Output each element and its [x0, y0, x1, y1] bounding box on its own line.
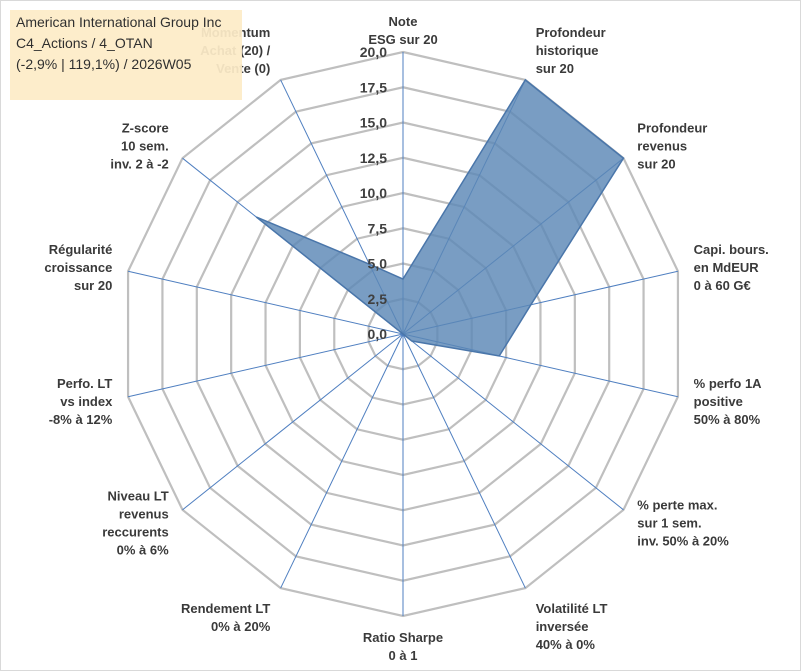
axis-labels: Note ESG sur 20 Profondeur historique sur 20…: [44, 14, 768, 663]
radar-series: [255, 78, 625, 357]
tick-label: 5,0: [368, 256, 388, 272]
tick-label: 12,5: [360, 150, 387, 166]
tick-label: 15,0: [360, 115, 387, 131]
axis-label: Volatilité LT inversée 40% à 0%: [536, 601, 608, 652]
series-score-area: [255, 78, 625, 357]
tick-label: 0,0: [368, 326, 388, 342]
axis-spoke: [127, 270, 404, 335]
axis-label: Note ESG sur 20: [368, 14, 437, 47]
tick-label: 2,5: [368, 291, 388, 307]
axis-spoke: [182, 333, 404, 511]
title-category: C4_Actions / 4_OTAN: [16, 35, 153, 51]
axis-label: Z-score 10 sem. inv. 2 à -2: [110, 121, 168, 172]
axis-label: % perte max. sur 1 sem. inv. 50% à 20%: [637, 497, 729, 548]
axis-spoke: [402, 333, 624, 511]
tick-label: 10,0: [360, 185, 387, 201]
radial-tick-labels: 0,0 2,5 5,0 7,5 10,0 12,5 15,0 17,5 20,0: [360, 44, 387, 342]
axis-label: Capi. bours. en MdEUR 0 à 60 G€: [694, 242, 769, 293]
axis-spoke: [127, 333, 404, 398]
axis-spoke: [280, 333, 404, 589]
tick-label: 17,5: [360, 79, 387, 95]
title-company: American International Group Inc: [16, 14, 222, 30]
axis-label: Rendement LT 0% à 20%: [181, 601, 271, 634]
axis-label: Ratio Sharpe 0 à 1: [363, 630, 443, 663]
axis-label: % perfo 1A positive 50% à 80%: [694, 376, 763, 427]
axis-label: Régularité croissance sur 20: [44, 242, 112, 293]
tick-label: 7,5: [368, 220, 388, 236]
tick-label: 20,0: [360, 44, 387, 60]
axis-label: Niveau LT revenus reccurents 0% à 6%: [102, 488, 169, 557]
axis-label: Profondeur historique sur 20: [536, 25, 606, 76]
axis-label: Profondeur revenus sur 20: [637, 121, 707, 172]
title-stats: (-2,9% | 119,1%) / 2026W05: [16, 56, 192, 72]
axis-label: Perfo. LT vs index -8% à 12%: [49, 376, 113, 427]
axis-spoke: [402, 333, 526, 589]
title-box: American International Group Inc C4_Acti…: [10, 10, 242, 100]
